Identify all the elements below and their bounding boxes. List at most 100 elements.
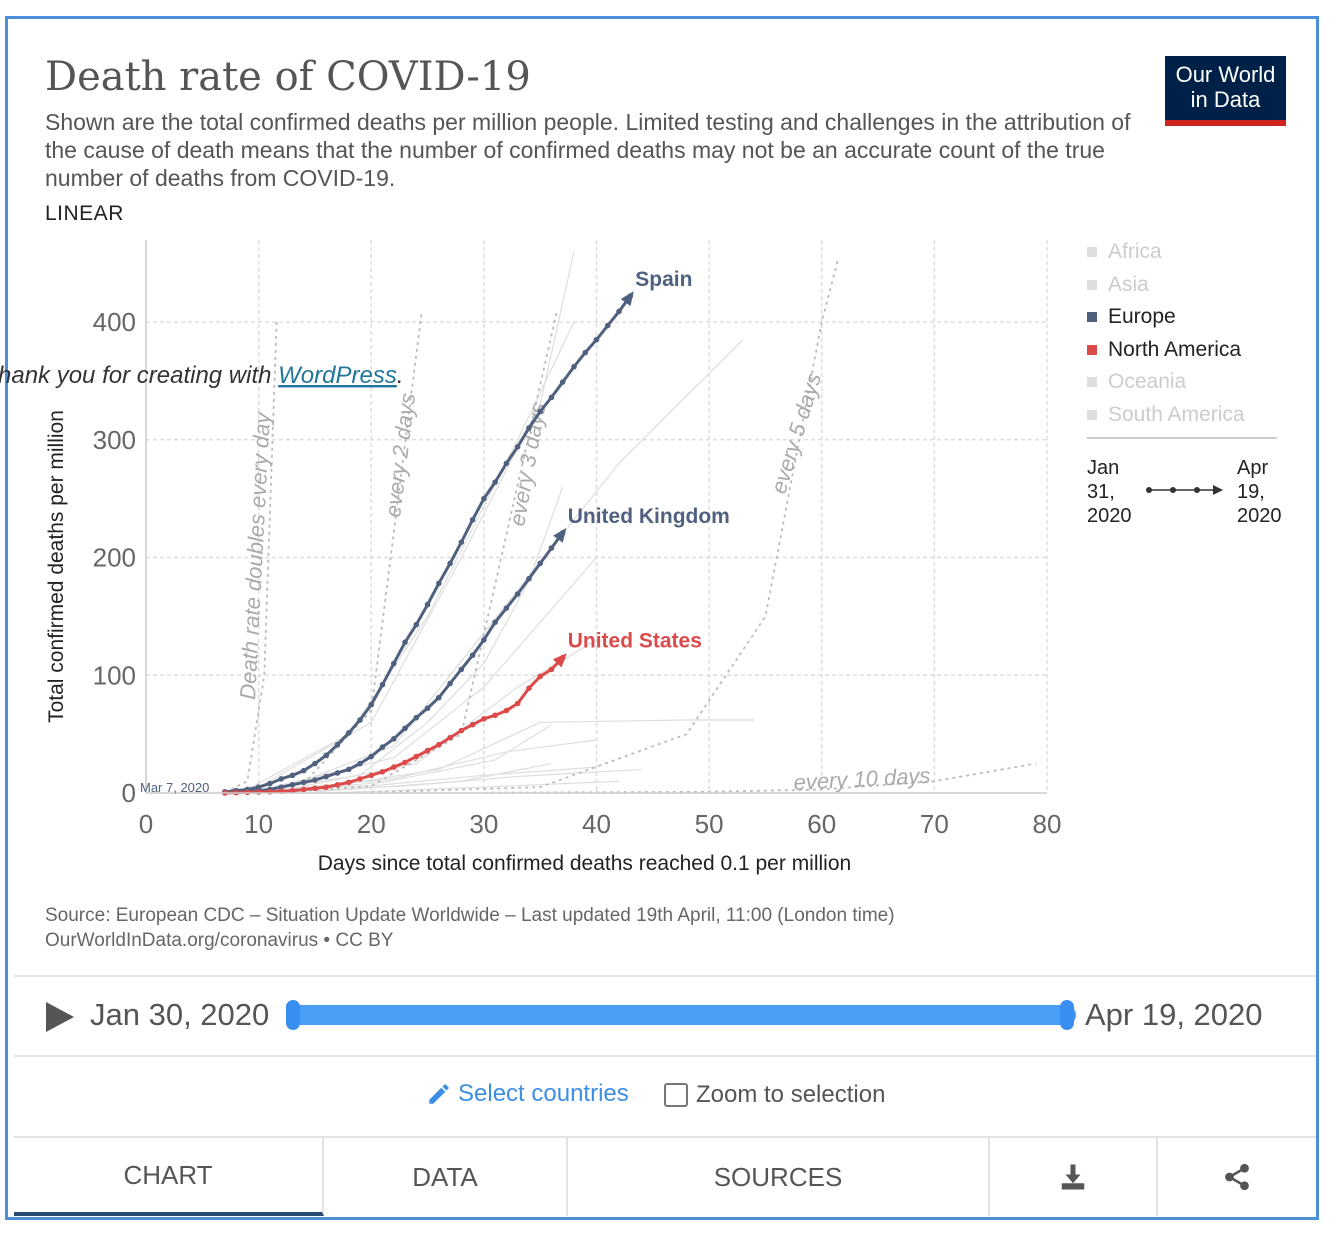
grid: [146, 240, 1048, 793]
y-tick-label: 400: [93, 307, 136, 337]
download-tab[interactable]: [990, 1138, 1158, 1216]
doubling-line-label: every 5 days: [766, 370, 826, 497]
data-point: [616, 308, 622, 315]
data-point: [289, 772, 296, 779]
play-button[interactable]: [46, 1002, 74, 1032]
legend-item[interactable]: Asia: [1087, 269, 1282, 302]
series-label: United Kingdom: [568, 505, 730, 528]
wordpress-overlay-text: hank you for creating with WordPress.: [0, 362, 404, 389]
data-point: [537, 673, 543, 680]
zoom-checkbox[interactable]: [664, 1083, 688, 1107]
data-point: [402, 725, 408, 732]
series-arrowhead: [553, 527, 567, 543]
source-text: Source: European CDC – Situation Update …: [45, 905, 895, 926]
data-point: [413, 621, 420, 628]
timeline-legend: Jan 31, 2020 Apr 19, 2020: [1087, 456, 1292, 528]
data-point: [379, 681, 386, 688]
select-countries-button[interactable]: Select countries: [426, 1080, 629, 1108]
legend-item[interactable]: Oceania: [1087, 366, 1282, 399]
doubling-line: [224, 321, 278, 794]
background-country-line: [247, 321, 575, 790]
zoom-to-selection-toggle[interactable]: Zoom to selection: [664, 1081, 885, 1109]
data-point: [323, 784, 330, 790]
data-point: [593, 336, 600, 343]
timeline-legend-start: Jan 31, 2020: [1087, 457, 1132, 527]
legend-label: Africa: [1108, 240, 1162, 264]
data-point: [334, 770, 341, 776]
divider: [14, 1055, 1316, 1057]
data-point: [334, 781, 341, 788]
data-point: [492, 619, 498, 626]
x-tick-label: 40: [582, 809, 611, 839]
timeline-end-handle[interactable]: [1060, 1000, 1074, 1030]
data-point: [514, 700, 521, 707]
data-point: [368, 772, 375, 779]
logo-line-1: Our World: [1175, 62, 1276, 87]
data-point: [379, 769, 386, 775]
data-point: [345, 779, 352, 786]
y-tick-label: 200: [93, 543, 136, 573]
data-point: [492, 479, 498, 485]
data-point: [289, 781, 296, 788]
data-point: [424, 601, 431, 608]
series-arrowhead: [620, 291, 634, 307]
legend-swatch: [1087, 312, 1097, 323]
data-point: [604, 322, 611, 329]
data-point: [481, 495, 487, 502]
data-point: [469, 721, 476, 728]
owid-logo[interactable]: Our World in Data: [1165, 56, 1286, 126]
y-tick-label: 100: [93, 660, 136, 690]
data-point: [481, 637, 487, 643]
data-point: [514, 444, 521, 450]
legend-label: North America: [1108, 337, 1242, 361]
data-point: [379, 744, 386, 750]
data-point: [548, 394, 555, 401]
legend-item[interactable]: Europe: [1087, 301, 1282, 334]
data-point: [548, 666, 555, 673]
x-tick-label: 30: [469, 809, 498, 839]
tab-sources[interactable]: SOURCES: [568, 1138, 990, 1216]
doubling-line-label: every 3 days: [504, 401, 550, 528]
series-label: United States: [568, 630, 702, 653]
y-tick-label: 0: [122, 778, 136, 808]
data-point: [278, 784, 284, 790]
data-point: [447, 560, 453, 567]
series-lines: Spain United Kingdom United States: [222, 268, 730, 796]
legend-label: Asia: [1108, 272, 1149, 296]
data-point: [300, 779, 307, 786]
share-tab[interactable]: [1158, 1138, 1316, 1216]
legend-item[interactable]: North America: [1087, 334, 1282, 367]
data-point: [526, 685, 532, 692]
legend-item[interactable]: Africa: [1087, 236, 1282, 269]
timeline-start-handle[interactable]: [286, 1000, 300, 1030]
license-text[interactable]: OurWorldInData.org/coronavirus • CC BY: [45, 930, 394, 951]
tab-data[interactable]: DATA: [324, 1138, 568, 1216]
legend-label: Oceania: [1108, 370, 1187, 394]
wordpress-link[interactable]: WordPress: [278, 362, 397, 389]
x-tick-label: 20: [357, 809, 386, 839]
legend-label: South America: [1108, 402, 1245, 426]
x-tick-label: 50: [695, 809, 724, 839]
x-tick-label: 70: [920, 809, 949, 839]
doubling-line: [371, 257, 840, 794]
data-point: [368, 701, 375, 708]
legend-item[interactable]: South America: [1087, 399, 1282, 432]
data-point: [267, 789, 273, 795]
scale-toggle-button[interactable]: LINEAR: [45, 202, 124, 225]
chart-subtitle: Shown are the total confirmed deaths per…: [45, 109, 1131, 191]
data-point: [436, 694, 442, 701]
data-point: [548, 545, 555, 551]
background-country-line: [326, 780, 620, 794]
series-arrowhead: [552, 653, 567, 668]
data-point: [402, 759, 408, 766]
data-point: [514, 591, 521, 597]
data-point: [413, 714, 420, 721]
timeline-slider-track[interactable]: [290, 1005, 1076, 1025]
divider: [14, 975, 1316, 977]
x-tick-label: 0: [139, 809, 153, 839]
data-point: [537, 560, 543, 567]
tab-chart[interactable]: CHART: [14, 1138, 324, 1216]
select-countries-label: Select countries: [458, 1080, 629, 1107]
data-point: [424, 747, 431, 754]
legend-swatch: [1087, 377, 1097, 388]
